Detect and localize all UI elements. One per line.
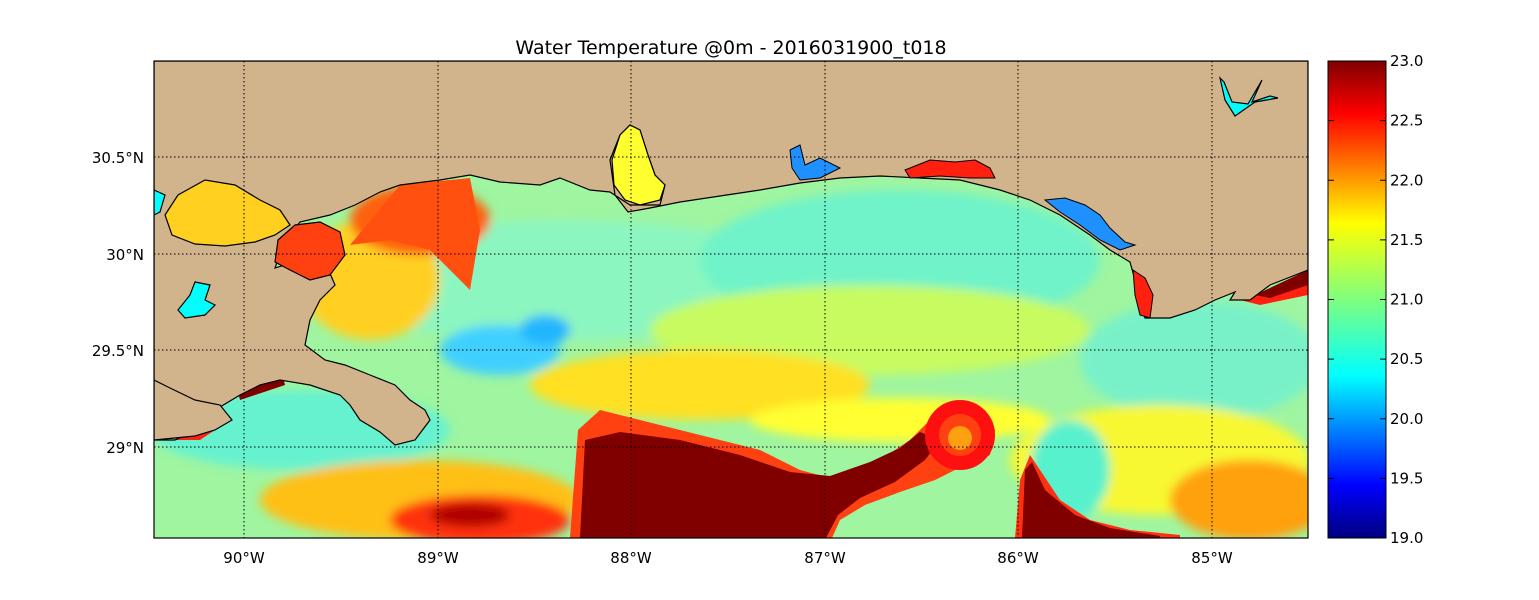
colorbar-tick-label: 22.0 — [1390, 171, 1423, 189]
lake-salvador — [177, 281, 217, 319]
map-title: Water Temperature @0m - 2016031900_t018 — [515, 37, 946, 59]
colorbar-tick-label: 22.5 — [1390, 112, 1423, 130]
lon-tick-label: 90°W — [223, 549, 265, 567]
lon-tick-label: 87°W — [804, 549, 846, 567]
colorbar-tick-label: 19.5 — [1390, 469, 1423, 487]
lon-tick-labels: 90°W 89°W 88°W 87°W 86°W 85°W — [223, 549, 1233, 567]
colorbar-tick-label: 23.0 — [1390, 52, 1423, 70]
colorbar-tick-label: 21.0 — [1390, 291, 1423, 309]
st-andrews-bay — [1043, 197, 1137, 251]
lake-maurepas — [154, 189, 166, 216]
lat-tick-label: 29.5°N — [92, 342, 144, 360]
colorbar-tick-label: 20.5 — [1390, 350, 1423, 368]
colorbar-ticks: 19.0 19.5 20.0 20.5 21.0 21.5 22.0 22.5 23.0 — [1328, 52, 1423, 547]
warm-core — [154, 178, 1308, 538]
lake-borgne — [274, 221, 346, 281]
lat-tick-label: 30°N — [106, 246, 144, 264]
choctawhatchee-bay — [904, 159, 996, 179]
colorbar-tick-label: 21.5 — [1390, 231, 1423, 249]
map-frame — [153, 60, 1309, 539]
lon-tick-label: 86°W — [997, 549, 1039, 567]
lake-far-east — [1218, 76, 1279, 117]
colorbar-tick-label: 20.0 — [1390, 410, 1423, 428]
graticule — [154, 61, 1308, 538]
lon-tick-label: 85°W — [1191, 549, 1233, 567]
colorbar-gradient — [1327, 60, 1387, 539]
map-area — [154, 61, 1308, 538]
land-lower-left — [154, 379, 233, 441]
mobile-bay — [611, 124, 666, 206]
lon-tick-label: 88°W — [610, 549, 652, 567]
apalachicola-bay — [1132, 269, 1154, 319]
lat-tick-label: 30.5°N — [92, 149, 144, 167]
lake-pontchartrain — [164, 179, 291, 247]
colorbar-tick-label: 19.0 — [1390, 529, 1423, 547]
lat-tick-labels: 30.5°N 30°N 29.5°N 29°N — [92, 149, 144, 457]
lat-tick-label: 29°N — [106, 439, 144, 457]
pensacola-bay — [789, 144, 842, 181]
lon-tick-label: 89°W — [417, 549, 459, 567]
colorbar: 19.0 19.5 20.0 20.5 21.0 21.5 22.0 22.5 23.0 — [1327, 52, 1423, 547]
